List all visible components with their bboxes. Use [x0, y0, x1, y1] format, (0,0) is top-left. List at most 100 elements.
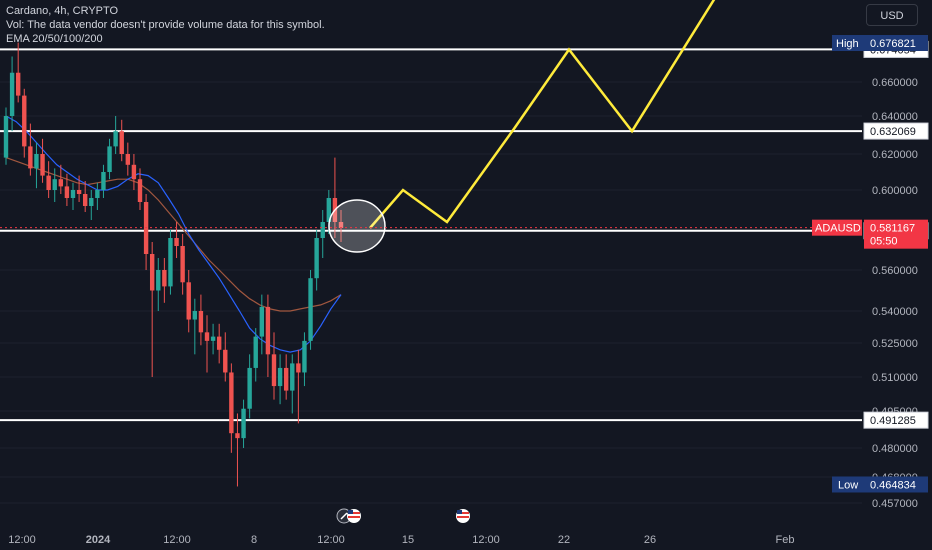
time-tick-label: 12:00 — [163, 534, 191, 546]
candle-body[interactable] — [283, 367, 289, 391]
symbol-title[interactable]: Cardano, 4h, CRYPTO — [6, 5, 119, 17]
high-label: High — [836, 38, 859, 50]
candle-body[interactable] — [28, 146, 33, 169]
candle-body[interactable] — [89, 198, 94, 206]
time-tick-label: 22 — [558, 534, 570, 546]
candle-body[interactable] — [119, 131, 124, 154]
candle-body[interactable] — [241, 408, 246, 439]
time-tick-label: 15 — [402, 534, 414, 546]
candle-body[interactable] — [95, 190, 100, 198]
projection-line[interactable] — [369, 0, 720, 229]
candle-body[interactable] — [52, 179, 57, 190]
us-flag-icon[interactable] — [347, 509, 361, 523]
candle-body[interactable] — [34, 154, 39, 169]
candle-body[interactable] — [210, 336, 216, 341]
time-tick-label: 2024 — [86, 534, 111, 546]
candle-body[interactable] — [113, 131, 118, 147]
ema-fast-line — [5, 115, 342, 353]
candle-body[interactable] — [326, 198, 332, 222]
price-tick-label: 0.525000 — [872, 338, 918, 350]
candle-body[interactable] — [186, 282, 191, 320]
candle-body[interactable] — [302, 340, 307, 373]
indicator-label[interactable]: EMA 20/50/100/200 — [6, 33, 103, 45]
candle-body[interactable] — [338, 222, 344, 228]
bar-countdown: 05:50 — [870, 236, 898, 248]
candle-body[interactable] — [277, 367, 283, 387]
candle-body[interactable] — [125, 154, 131, 165]
time-tick-label: Feb — [776, 534, 795, 546]
candle-body[interactable] — [168, 238, 173, 287]
candle-body[interactable] — [131, 164, 137, 180]
candle-body[interactable] — [101, 172, 106, 190]
currency-button[interactable]: USD — [866, 4, 918, 26]
current-price: 0.581167 — [870, 223, 915, 235]
candle-body[interactable] — [3, 116, 9, 158]
candle-body[interactable] — [314, 238, 319, 279]
event-icons — [336, 508, 470, 524]
candle-body[interactable] — [290, 363, 295, 391]
candle-body[interactable] — [9, 72, 15, 116]
volume-note: Vol: The data vendor doesn't provide vol… — [6, 19, 325, 31]
candle-body[interactable] — [149, 254, 155, 291]
candle-body[interactable] — [253, 336, 258, 368]
candle-body[interactable] — [259, 306, 265, 337]
level-tag-label: 0.491285 — [870, 415, 916, 427]
candle-body[interactable] — [46, 175, 51, 190]
candle-body[interactable] — [70, 190, 76, 198]
candle-body[interactable] — [40, 154, 45, 176]
horizontal-levels — [0, 48, 862, 422]
candle-body[interactable] — [15, 72, 21, 96]
candle-body[interactable] — [204, 332, 210, 341]
candle-body[interactable] — [107, 146, 112, 172]
high-value: 0.676821 — [870, 38, 916, 50]
candle-body[interactable] — [192, 311, 198, 320]
candle-body[interactable] — [235, 433, 240, 439]
price-tick-label: 0.480000 — [872, 443, 918, 455]
candle-body[interactable] — [76, 190, 82, 194]
candle-body[interactable] — [308, 278, 313, 341]
level-tag-bg — [863, 122, 929, 140]
time-tick-label: 12:00 — [8, 534, 36, 546]
symbol-tag-bg — [812, 219, 862, 236]
candle-body[interactable] — [180, 246, 185, 283]
candle-body[interactable] — [82, 194, 88, 206]
candle-body[interactable] — [162, 270, 167, 287]
candle-body[interactable] — [58, 179, 64, 187]
current-price-bg — [864, 219, 928, 249]
symbol-tag[interactable]: ADAUSD — [815, 223, 861, 235]
high-label-bg — [832, 35, 864, 51]
candle-body[interactable] — [156, 270, 161, 291]
price-tags: 0.6740540.6320690.5796230.491285High0.67… — [0, 35, 929, 493]
price-tick-label: 0.510000 — [872, 372, 918, 384]
candle-body[interactable] — [296, 363, 301, 373]
candle-body[interactable] — [216, 336, 222, 350]
price-tick-label: 0.660000 — [872, 77, 918, 89]
price-tick-label: 0.600000 — [872, 185, 918, 197]
candle-body[interactable] — [174, 238, 179, 246]
candle-body[interactable] — [198, 311, 204, 333]
candle-body[interactable] — [229, 372, 234, 434]
ema-slow-line — [5, 157, 342, 312]
time-tick-label: 8 — [251, 534, 257, 546]
low-value: 0.464834 — [870, 479, 916, 491]
candle-body[interactable] — [223, 349, 228, 373]
candle-body[interactable] — [247, 367, 252, 409]
ema-lines — [5, 115, 342, 353]
low-value-bg — [864, 476, 928, 493]
candle-body[interactable] — [271, 354, 277, 387]
time-tick-label: 26 — [644, 534, 656, 546]
price-tick-label: 0.457000 — [872, 498, 918, 510]
high-value-bg — [864, 35, 928, 51]
grid — [0, 81, 862, 504]
price-tick-label: 0.560000 — [872, 265, 918, 277]
time-axis: 12:00 2024 12:00 8 12:00 15 12:00 22 26 Feb — [8, 534, 794, 546]
candle-body[interactable] — [64, 186, 70, 198]
candle-body[interactable] — [137, 179, 143, 202]
candle-body[interactable] — [22, 95, 27, 147]
price-tick-label: 0.620000 — [872, 149, 918, 161]
us-flag-icon[interactable] — [456, 509, 470, 523]
low-label-bg — [832, 476, 864, 493]
candle-body[interactable] — [320, 222, 325, 238]
candle-body[interactable] — [265, 306, 271, 355]
